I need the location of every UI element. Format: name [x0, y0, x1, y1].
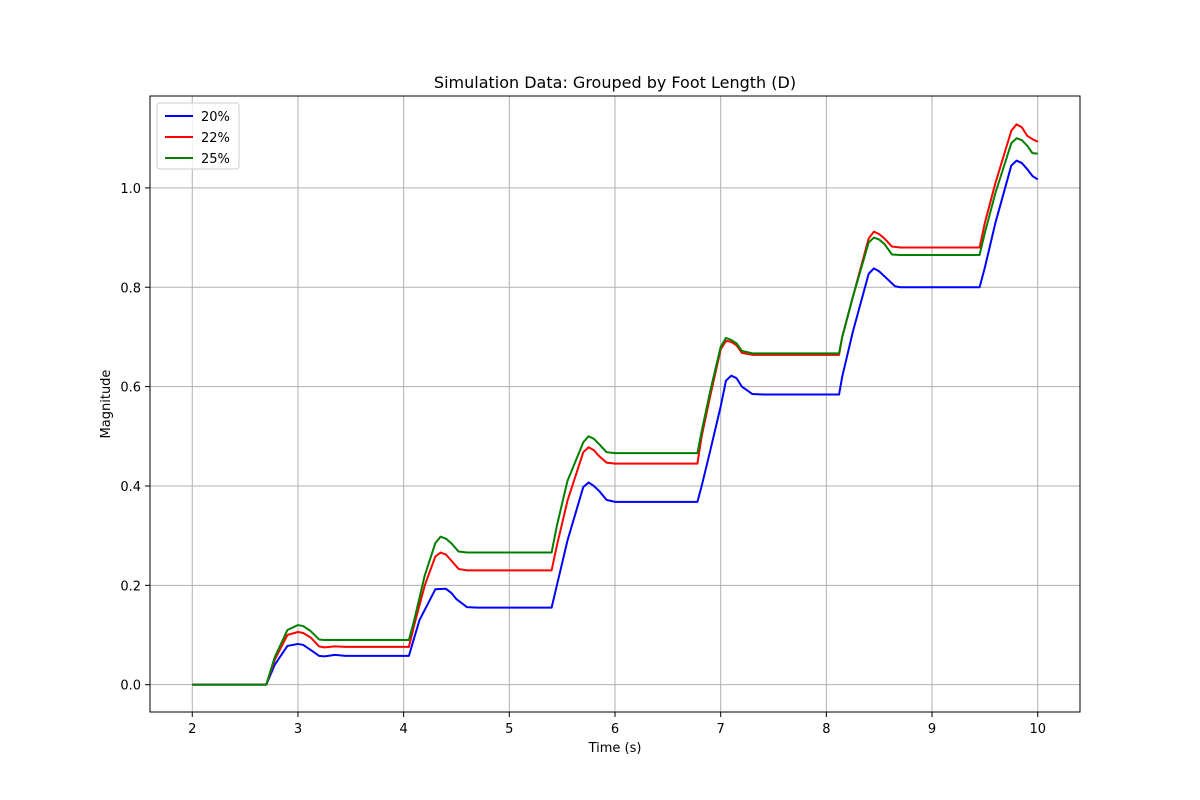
y-tick-label: 0.6 — [120, 381, 141, 396]
y-axis-ticks: 0.0 0.2 0.4 0.6 0.8 1.0 — [120, 182, 150, 694]
x-tick-label: 7 — [717, 722, 725, 737]
x-tick-label: 4 — [399, 722, 407, 737]
series-line-25pct — [192, 137, 1038, 686]
x-axis-ticks: 2 3 4 5 6 7 8 9 10 — [188, 712, 1046, 737]
x-tick-label: 6 — [611, 722, 619, 737]
series-group — [192, 123, 1039, 686]
x-tick-label: 10 — [1029, 722, 1046, 737]
x-tick-label: 5 — [505, 722, 513, 737]
x-tick-label: 2 — [188, 722, 196, 737]
legend-box — [156, 102, 240, 170]
legend: 20% 22% 25% — [156, 102, 240, 170]
x-tick-label: 3 — [294, 722, 302, 737]
y-tick-label: 1.0 — [120, 182, 141, 197]
x-tick-label: 9 — [928, 722, 936, 737]
legend-label: 20% — [201, 110, 230, 125]
series-line-20pct — [192, 159, 1039, 686]
legend-label: 25% — [201, 152, 230, 167]
y-axis-label: Magnitude — [99, 370, 114, 439]
legend-label: 22% — [201, 131, 230, 146]
y-tick-label: 0.4 — [120, 480, 141, 495]
x-axis-label: Time (s) — [588, 741, 642, 756]
grid — [150, 96, 1080, 712]
y-tick-label: 0.2 — [120, 579, 141, 594]
y-tick-label: 0.8 — [120, 281, 141, 296]
series-line-22pct — [192, 123, 1039, 686]
chart-title: Simulation Data: Grouped by Foot Length … — [434, 73, 796, 92]
y-tick-label: 0.0 — [120, 679, 141, 694]
x-tick-label: 8 — [822, 722, 830, 737]
